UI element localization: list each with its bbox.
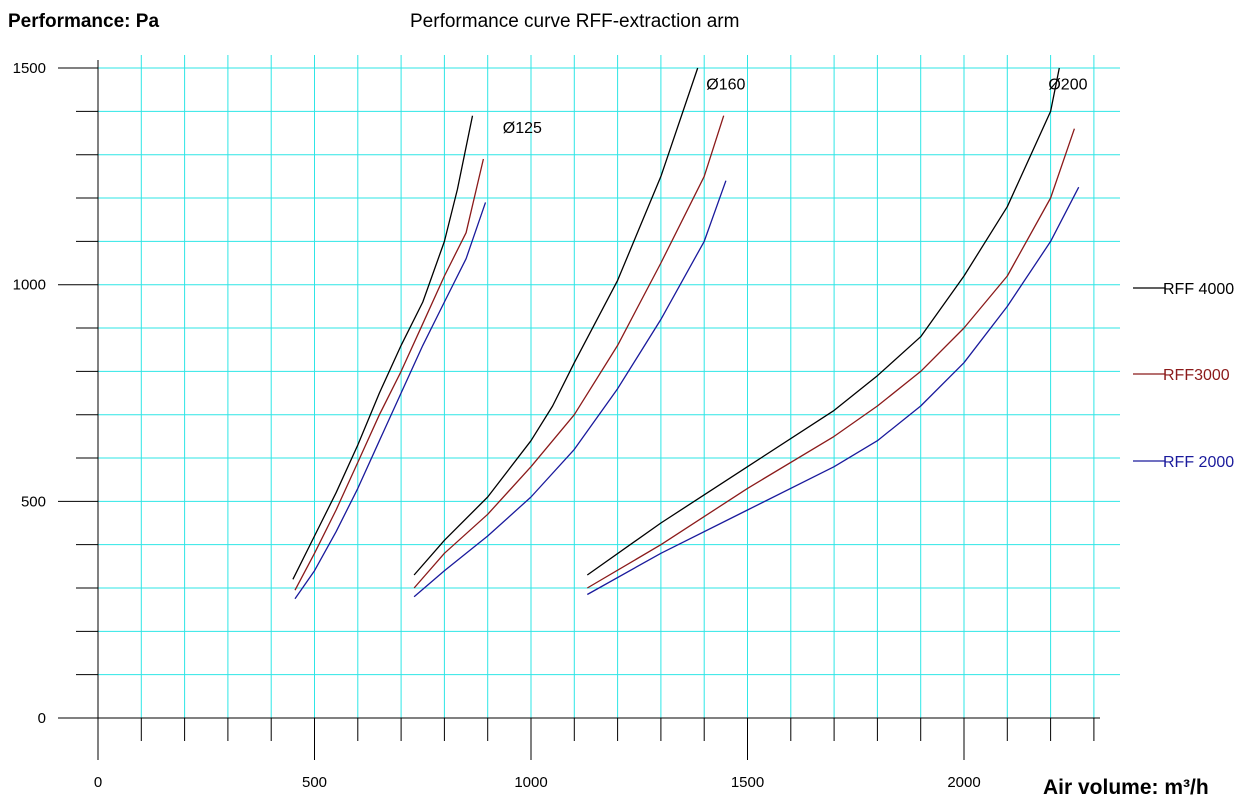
tick-labels: 0 500 1000 1500 2000 0 500 1000 1500 [13, 60, 981, 791]
x-tick-label: 500 [302, 774, 327, 791]
x-tick-label: 1000 [514, 774, 547, 791]
x-tick-label: 0 [94, 774, 102, 791]
legend-label: RFF 4000 [1163, 281, 1234, 298]
legend: RFF 4000 RFF3000 RFF 2000 [1133, 281, 1234, 471]
diameter-label: Ø200 [1048, 77, 1087, 94]
series-curves: Ø125 Ø160 Ø200 [292, 67, 1088, 600]
series-1-curve-3 [586, 67, 1060, 576]
x-tick-label: 2000 [947, 774, 980, 791]
y-tick-label: 1500 [13, 60, 46, 77]
y-axis-label: Performance: Pa [8, 11, 159, 32]
grid [98, 55, 1120, 718]
y-tick-label: 1000 [13, 277, 46, 294]
x-tick-label: 1500 [731, 774, 764, 791]
series-2-curve-3 [586, 128, 1076, 589]
x-axis-label: Air volume: m³/h [1043, 776, 1209, 798]
axes [58, 60, 1100, 760]
chart-title: Performance curve RFF-extraction arm [410, 11, 739, 32]
legend-label: RFF3000 [1163, 367, 1230, 384]
series-3-curve-1 [294, 202, 487, 600]
diameter-label: Ø160 [706, 77, 745, 94]
y-tick-label: 0 [38, 710, 46, 727]
series-3-curve-3 [586, 186, 1080, 596]
series-2-curve-2 [413, 115, 725, 589]
series-2-curve-1 [294, 158, 485, 591]
legend-label: RFF 2000 [1163, 454, 1234, 471]
diameter-label: Ø125 [503, 120, 542, 137]
series-3-curve-2 [413, 180, 727, 598]
series-1-curve-1 [292, 115, 474, 580]
series-1-curve-2 [413, 67, 699, 576]
y-tick-label: 500 [21, 493, 46, 510]
